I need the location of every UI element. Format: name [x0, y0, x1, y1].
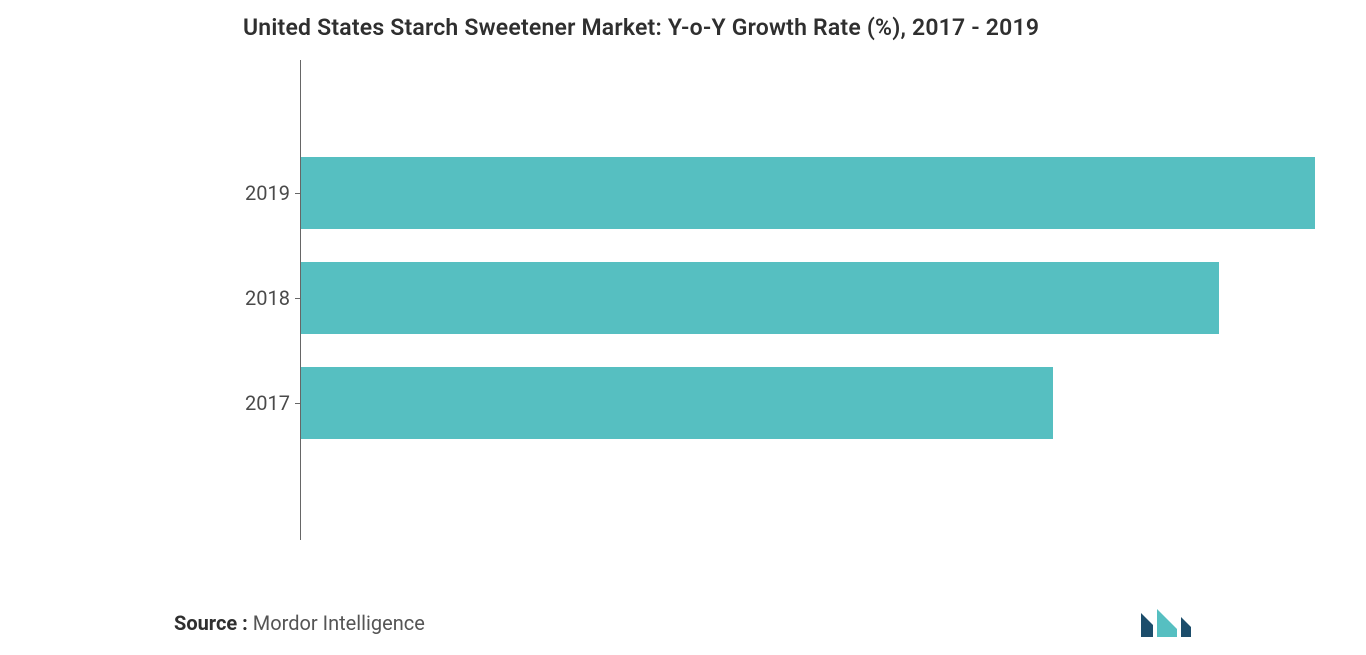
- y-axis-tick: [295, 403, 300, 404]
- bar: [301, 262, 1219, 334]
- chart-container: United States Starch Sweetener Market: Y…: [0, 0, 1366, 655]
- y-axis-label: 2019: [245, 181, 300, 205]
- source-label: Source :: [174, 611, 253, 635]
- source-line: Source : Mordor Intelligence: [174, 611, 425, 635]
- bar-row: 2019: [300, 157, 1315, 229]
- y-axis-label: 2017: [245, 391, 300, 415]
- source-value: Mordor Intelligence: [253, 611, 425, 635]
- y-axis-tick: [295, 298, 300, 299]
- bar-row: 2018: [300, 262, 1315, 334]
- bar: [301, 157, 1315, 229]
- bar-row: 2017: [300, 367, 1315, 439]
- y-axis-tick: [295, 193, 300, 194]
- bar: [301, 367, 1053, 439]
- chart-title: United States Starch Sweetener Market: Y…: [243, 14, 1039, 41]
- y-axis-label: 2018: [245, 286, 300, 310]
- brand-logo: [1139, 607, 1191, 639]
- plot-area: 2019 2018 2017: [300, 60, 1315, 540]
